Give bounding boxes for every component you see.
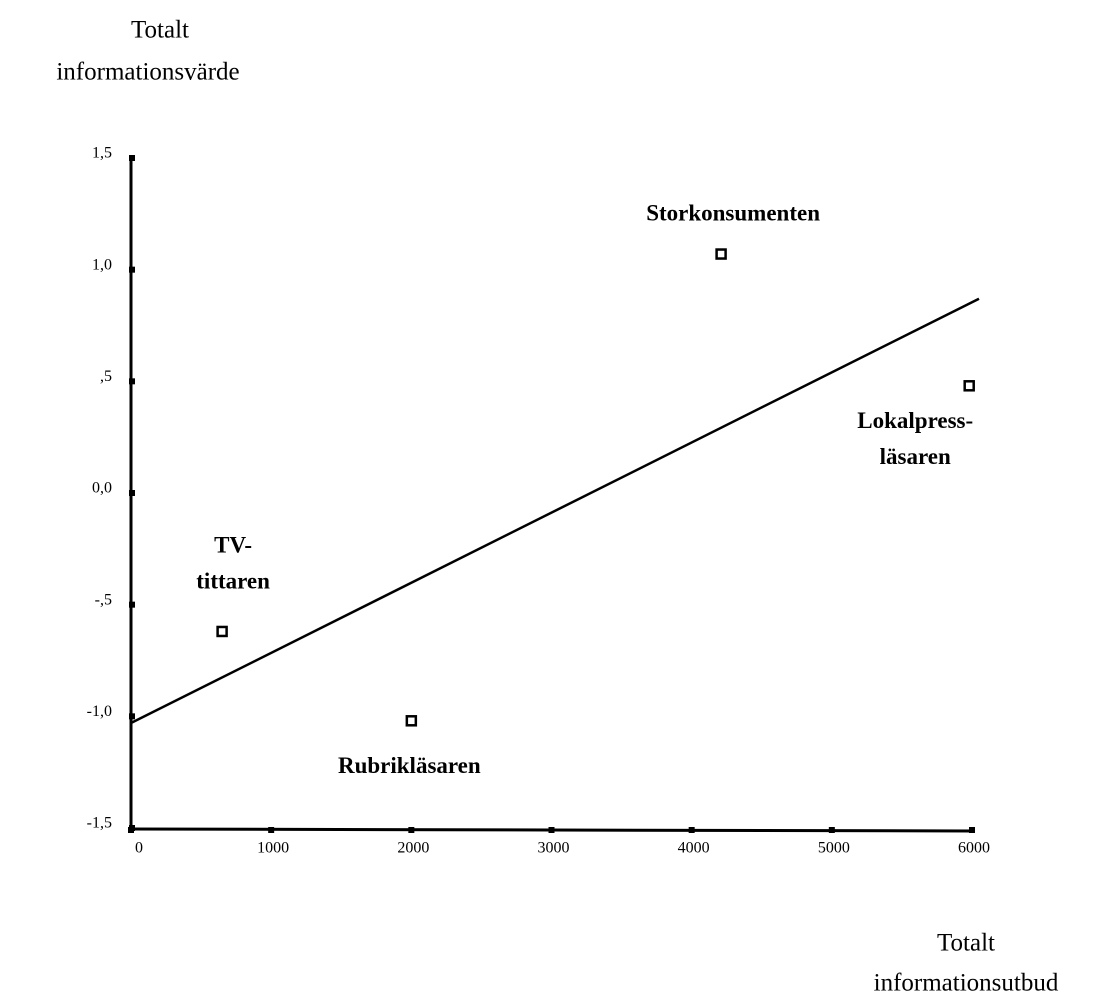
y-tick-label: ,5 xyxy=(100,368,112,385)
point-label: läsaren xyxy=(880,444,951,469)
y-tick xyxy=(129,490,135,496)
trend-line xyxy=(130,297,980,725)
x-tick-label: 5000 xyxy=(818,840,850,857)
y-tick xyxy=(129,378,135,385)
y-tick-label: -1,0 xyxy=(87,703,112,720)
point-label: Lokalpress- xyxy=(857,408,973,433)
x-tick-label: 3000 xyxy=(538,840,570,857)
point xyxy=(715,248,727,260)
point xyxy=(963,380,975,392)
y-tick-label: 0,0 xyxy=(92,480,112,497)
point-label: TV- xyxy=(214,533,252,558)
x-tick xyxy=(969,827,975,833)
y-tick-label: -,5 xyxy=(95,591,112,608)
x-tick xyxy=(408,827,415,833)
x-tick-label: 2000 xyxy=(397,840,429,857)
x-tick xyxy=(268,827,275,833)
x-axis-label: informationsutbud xyxy=(874,970,1059,997)
y-axis-label: informationsvärde xyxy=(56,59,239,86)
x-tick-label: 4000 xyxy=(678,840,710,857)
x-tick xyxy=(548,827,555,833)
x-axis-label: Totalt xyxy=(937,930,995,957)
point-label: Storkonsumenten xyxy=(646,200,820,225)
y-tick-label: 1,0 xyxy=(92,256,112,273)
point xyxy=(216,625,228,638)
point xyxy=(405,715,418,727)
x-tick xyxy=(688,827,695,833)
x-tick xyxy=(128,827,134,833)
y-axis-label: Totalt xyxy=(131,17,189,44)
y-tick xyxy=(129,601,135,608)
x-tick-label: 1000 xyxy=(257,840,289,857)
y-tick xyxy=(129,155,135,161)
y-tick-label: 1,5 xyxy=(92,145,112,162)
point-label: tittaren xyxy=(196,569,270,594)
x-tick xyxy=(828,827,835,833)
y-tick-label: -1,5 xyxy=(87,815,112,832)
x-tick-label: 6000 xyxy=(958,840,990,857)
y-tick xyxy=(129,266,135,273)
point-label: Rubrikläsaren xyxy=(338,753,481,778)
x-tick-label: 0 xyxy=(135,840,143,857)
y-tick xyxy=(129,713,135,720)
